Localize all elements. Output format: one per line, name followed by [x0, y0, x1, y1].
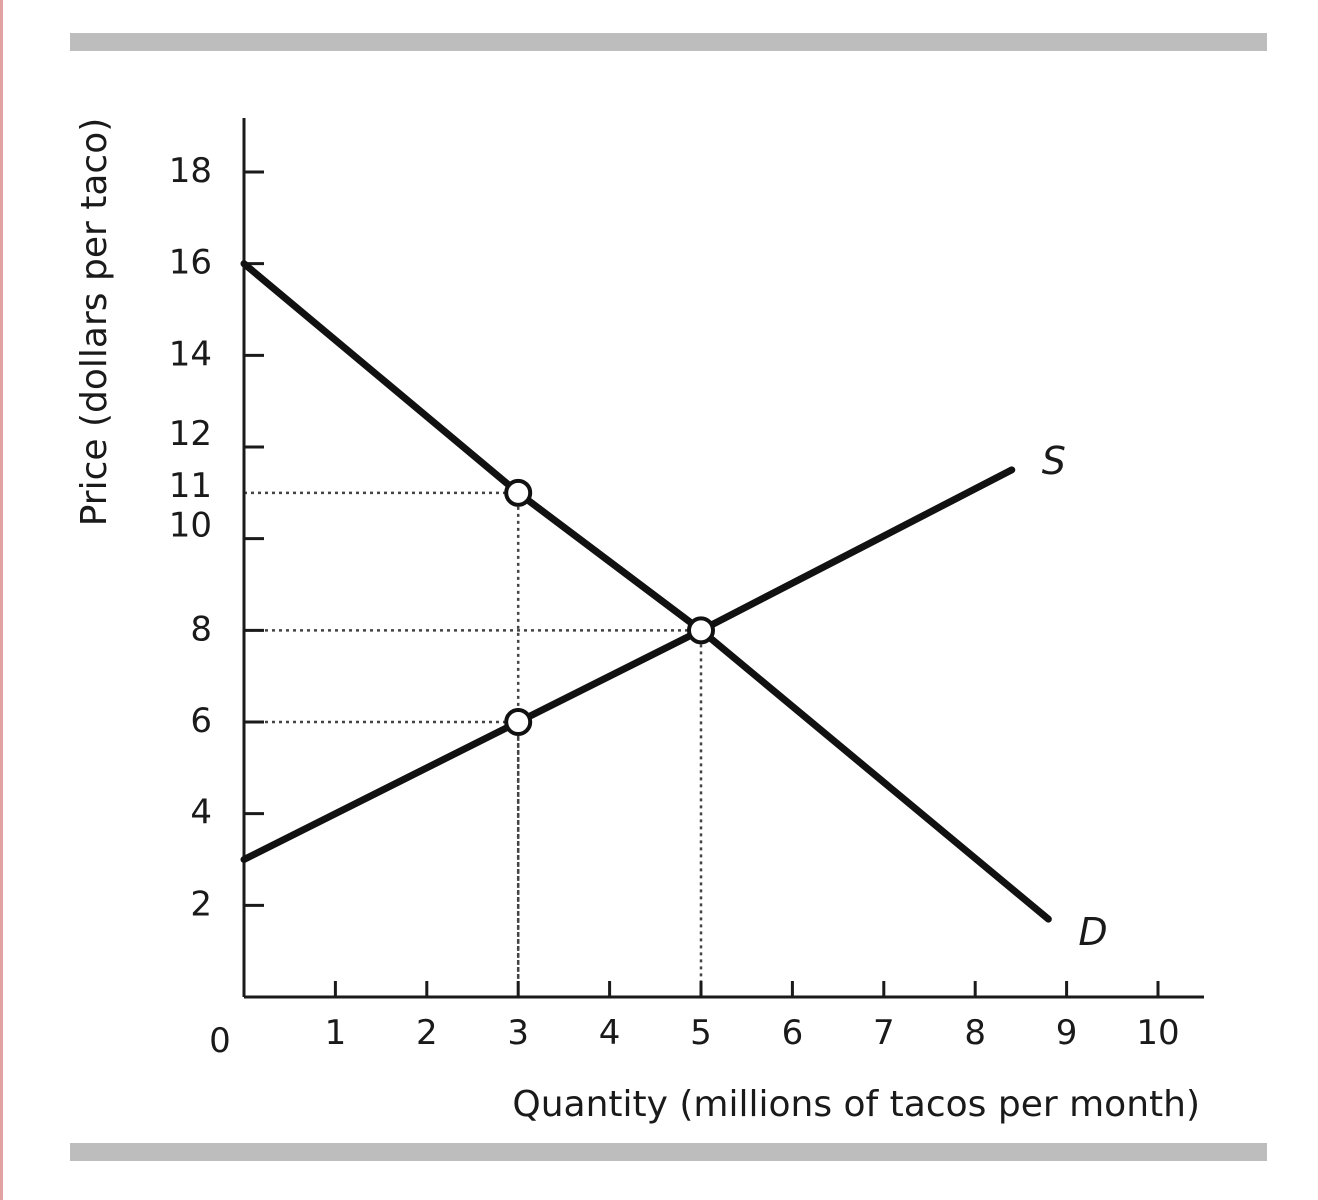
bottom-divider: [70, 1143, 1267, 1161]
x-tick-label: 3: [507, 1013, 529, 1053]
origin-label: 0: [209, 1021, 231, 1061]
x-tick-label: 5: [690, 1013, 712, 1053]
y-tick-label: 14: [169, 334, 212, 374]
supply-curve: [240, 466, 1016, 863]
y-tick-label: 6: [190, 701, 212, 741]
marked-points: [504, 478, 715, 736]
y-tick-label: 2: [190, 884, 212, 924]
x-tick-label: 4: [599, 1013, 621, 1053]
y-axis-title: Price (dollars per taco): [74, 118, 115, 527]
x-axis-title: Quantity (millions of tacos per month): [512, 1084, 1200, 1125]
x-tick-label: 8: [964, 1013, 986, 1053]
page-edge-accent: [0, 0, 3, 1200]
demand-curve: [240, 260, 1052, 923]
y-tick-label: 4: [190, 793, 212, 833]
marked-point: [504, 708, 533, 736]
y-tick-label: 8: [190, 609, 212, 649]
supply-curve-label: S: [1042, 439, 1066, 483]
demand-curve-label: D: [1078, 910, 1107, 954]
y-tick-label: 10: [169, 506, 212, 546]
curves: DS: [240, 260, 1108, 954]
x-tick-label: 10: [1136, 1013, 1179, 1053]
x-tick-label: 9: [1056, 1013, 1078, 1053]
y-tick-label: 18: [169, 151, 212, 191]
marked-point: [687, 616, 715, 645]
y-tick-label: 12: [169, 414, 212, 454]
x-tick-label: 2: [416, 1013, 438, 1053]
marked-point: [504, 478, 533, 507]
x-tick-label: 6: [782, 1013, 804, 1053]
y-tick-label: 16: [169, 243, 212, 283]
x-tick-label: 7: [873, 1013, 895, 1053]
y-tick-label: 11: [169, 466, 212, 506]
axes: [242, 118, 1204, 999]
x-tick-label: 1: [325, 1013, 347, 1053]
guide-lines: [244, 491, 703, 997]
top-divider: [70, 33, 1267, 51]
